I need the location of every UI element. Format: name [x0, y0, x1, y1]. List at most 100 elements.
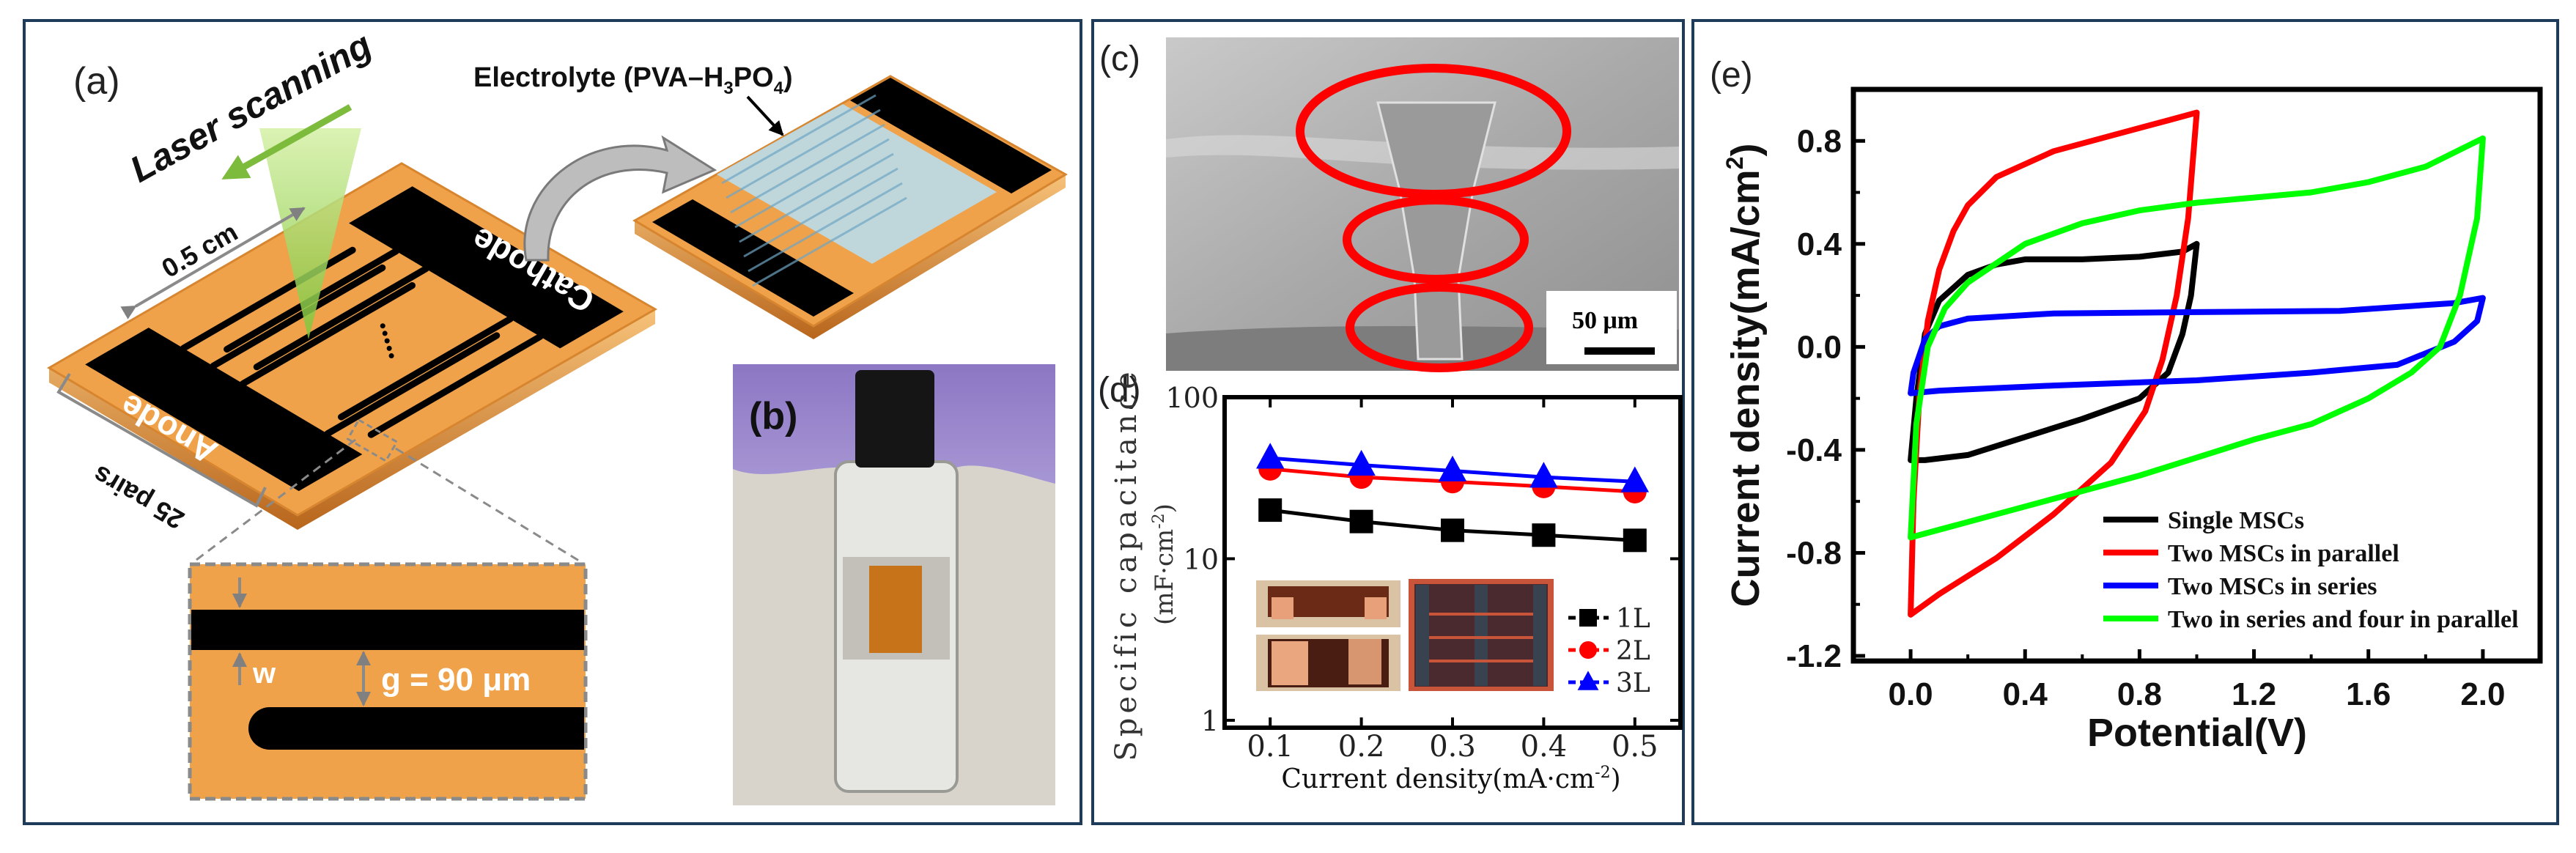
y-tick-label: -0.8 [1786, 535, 1842, 571]
electrode-finger [253, 265, 429, 371]
x-tick-label: 0.3 [1429, 730, 1476, 764]
legend-label-3L: 3L [1616, 668, 1650, 698]
panel-ab-frame [23, 19, 1082, 825]
scale-bar-label: 50 μm [1572, 307, 1638, 334]
panel-b-label: (b) [749, 395, 797, 437]
y-tick-label: -0.4 [1786, 432, 1842, 468]
data-point-1L-square-marker [1258, 498, 1283, 522]
y-tick-label: 0.8 [1797, 123, 1842, 159]
data-point-3L-triangle-marker [1438, 455, 1467, 481]
x-tick-label: 1.6 [2346, 676, 2391, 712]
magnified-finger-top [191, 610, 584, 650]
ellipsis-dot [380, 323, 385, 329]
x-tick-label: 0.5 [1612, 730, 1658, 764]
x-tick-label: 0.2 [1338, 730, 1385, 764]
legend-label-1: Two MSCs in parallel [2168, 540, 2399, 567]
x-tick-label: 1.2 [2232, 676, 2276, 712]
electrode-finger [324, 332, 501, 437]
electrolyte-finger-lines [721, 94, 907, 287]
chart-d-xlabel: Current density(mA·cm-2) [1281, 764, 1620, 794]
electrode-finger [240, 282, 416, 387]
x-tick-label: 0.8 [2117, 676, 2162, 712]
panel-c-label: (c) [1099, 40, 1140, 78]
legend-marker-3L-triangle-marker [1577, 671, 1599, 690]
ellipsis-dot [386, 345, 392, 351]
electrolyte-line [752, 196, 907, 287]
chart-d-ylabel-unit: (mF·cm-2) [1150, 503, 1179, 625]
electrolyte-line [739, 152, 894, 243]
electrolyte-line [743, 167, 898, 258]
panel-cd-frame [1091, 19, 1685, 825]
cv-curve-3 [1908, 135, 2486, 541]
inset-array-line [1429, 660, 1533, 662]
magnified-finger-bottom [248, 707, 584, 750]
legend-label-2: Two MSCs in series [2168, 573, 2377, 600]
x-tick-label: 0.0 [1888, 676, 1933, 712]
sem-crack-structure [1376, 101, 1496, 361]
highlight-ellipse-bottom [1346, 283, 1533, 372]
chart-e-xlabel: Potential(V) [2087, 711, 2307, 755]
electrode-finger [367, 333, 544, 438]
pairs-label: 25 pairs [88, 459, 189, 536]
zoom-region-marker [346, 418, 399, 463]
highlight-ellipse-top [1296, 64, 1571, 199]
electrolyte-coated-board [632, 75, 1068, 339]
width-dimension-line [120, 207, 306, 320]
gap-label: g = 90 μm [381, 662, 531, 698]
process-arrow [523, 135, 717, 262]
legend-label-2L: 2L [1616, 636, 1650, 666]
electrolyte-pointer-arrow [746, 95, 784, 136]
y-tick-label: 1 [1201, 705, 1219, 737]
device-film [869, 566, 922, 653]
legend-marker-1L-square-marker [1579, 609, 1597, 627]
small-board-anode [652, 199, 854, 317]
inset-array-line [1429, 636, 1533, 639]
pairs-bracket [56, 372, 267, 508]
panel-e-label: (e) [1710, 56, 1753, 95]
legend-label-1L: 1L [1616, 604, 1650, 634]
ellipsis-dot [382, 331, 388, 336]
board-edge [49, 309, 655, 530]
x-tick-label: 0.4 [1521, 730, 1568, 764]
inset-array-line [1429, 613, 1533, 616]
data-point-3L-triangle-marker [1347, 449, 1376, 476]
panel-a-label: (a) [73, 60, 120, 103]
cathode-pad [349, 186, 624, 349]
laser-direction-arrow [221, 104, 353, 180]
ellipsis-dot [388, 353, 394, 359]
zoom-guide-right [395, 447, 586, 566]
electrolyte-line [721, 94, 876, 185]
x-tick-label: 2.0 [2460, 676, 2505, 712]
x-tick-label: 0.1 [1247, 730, 1293, 764]
cv-curve-1 [1908, 109, 2200, 618]
microsupercapacitor-board: Cathode Anode [47, 162, 658, 530]
chart-e-ylabel: Current density(mA/cm2) [1721, 144, 1768, 608]
vial-cap [855, 370, 934, 468]
inset-photo-contact [1348, 639, 1381, 684]
y-tick-label: 0.4 [1797, 226, 1842, 262]
legend-marker-2L-circle-marker [1579, 641, 1597, 659]
electrolyte-layer [717, 104, 997, 264]
anode-pad [85, 328, 363, 492]
inset-photo-contact [1365, 597, 1387, 619]
y-tick-label: 10 [1184, 543, 1219, 575]
y-tick-label: 0.0 [1797, 329, 1842, 365]
data-point-1L-square-marker [1623, 528, 1647, 553]
laser-beam [259, 128, 361, 339]
legend-label-3: Two in series and four in parallel [2168, 606, 2519, 633]
highlight-ellipse-middle [1343, 196, 1529, 284]
y-tick-label: 100 [1165, 382, 1219, 414]
inset-array-electrode [1475, 585, 1488, 686]
panel-b-photo: (b) [733, 364, 1055, 805]
cv-curve-0 [1908, 240, 2200, 463]
panel-c: (c) 50 μm [1099, 37, 1679, 372]
inset-array-electrode [1533, 585, 1546, 686]
electrolyte-line [726, 108, 881, 199]
electrode-finger [338, 315, 514, 421]
magnified-substrate [188, 562, 588, 801]
electrolyte-line [730, 123, 885, 214]
zoom-guide-left [190, 438, 356, 566]
panel-e-chart: (e) Current density(mA/cm2) Potential(V)… [1710, 56, 2543, 755]
scale-bar [1584, 347, 1655, 355]
